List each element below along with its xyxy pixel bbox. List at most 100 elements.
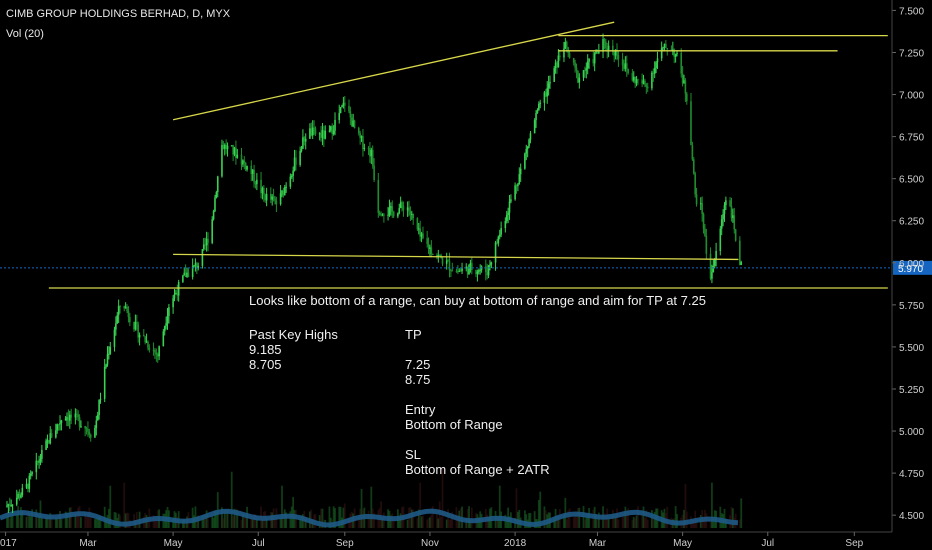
candle-body <box>154 350 156 353</box>
volume-bar <box>369 518 371 528</box>
volume-bar <box>35 509 38 528</box>
candle-body <box>158 346 160 357</box>
candle-body <box>321 130 324 138</box>
candle-body <box>95 420 98 428</box>
volume-bar <box>529 512 532 528</box>
candle-body <box>631 73 634 81</box>
candle-body <box>436 254 438 258</box>
candle-body <box>175 292 177 294</box>
candle-body <box>285 186 287 188</box>
candle-body <box>203 244 205 250</box>
y-tick-label: 7.250 <box>899 48 924 59</box>
candle-body <box>392 211 395 217</box>
candle-body <box>504 221 507 229</box>
candle-body <box>574 62 576 68</box>
volume-bar <box>155 518 158 528</box>
volume-bar <box>17 506 20 528</box>
y-tick-label: 6.250 <box>899 217 924 228</box>
candle-body <box>709 253 712 279</box>
x-tick-label: Jul <box>252 538 265 549</box>
volume-bar <box>236 509 239 528</box>
candle-body <box>584 70 586 72</box>
candle-body <box>193 265 195 267</box>
candle-body <box>74 413 77 418</box>
volume-bar <box>202 515 205 528</box>
candle-body <box>320 133 322 138</box>
candle-body <box>352 120 354 127</box>
candle-body <box>429 247 431 249</box>
volume-bar <box>105 518 107 528</box>
volume-bar <box>279 518 282 528</box>
volume-bar <box>373 513 376 528</box>
candle-body <box>408 207 410 212</box>
candle-body <box>739 240 741 265</box>
candle-body <box>577 70 579 83</box>
candle-body <box>331 126 334 134</box>
volume-bar <box>719 506 722 528</box>
time-axis[interactable]: 2017 Mar May Jul Sep Nov 2018 Mar May Jul Sep <box>0 531 892 549</box>
candle-body <box>448 260 451 271</box>
volume-bar <box>255 518 258 528</box>
volume-bar <box>557 515 560 528</box>
candle-body <box>162 331 165 347</box>
volume-bar <box>505 517 508 528</box>
candle-body <box>290 175 293 177</box>
candle-body <box>311 127 314 136</box>
volume-bar <box>533 511 536 528</box>
candle-body <box>133 322 135 330</box>
sl-value: Bottom of Range + 2ATR <box>405 462 550 477</box>
trendline[interactable] <box>172 21 615 121</box>
volume-bar <box>235 508 237 528</box>
candle-body <box>691 145 694 160</box>
candle-body <box>172 298 174 308</box>
candle-body <box>459 270 462 272</box>
entry-value: Bottom of Range <box>405 417 503 432</box>
volume-bar <box>597 512 600 528</box>
candle-body <box>197 265 200 269</box>
candle-body <box>655 62 657 69</box>
volume-bar <box>543 506 546 528</box>
volume-bar <box>85 516 88 528</box>
candle-body <box>136 321 138 325</box>
candle-body <box>145 341 148 343</box>
candle-body <box>489 264 491 266</box>
candle-body <box>637 79 639 81</box>
candle-body <box>56 424 59 431</box>
volume-bar <box>592 509 595 528</box>
candle-body <box>685 93 688 102</box>
y-tick-label: 5.750 <box>899 301 924 312</box>
candle-body <box>96 415 99 421</box>
candle-body <box>98 399 100 416</box>
volume-bar <box>195 515 198 528</box>
trendline[interactable] <box>173 253 739 261</box>
volume-bar <box>338 506 341 528</box>
key-high-value: 9.185 <box>249 342 282 357</box>
volume-bar <box>243 515 246 528</box>
candle-body <box>124 306 127 309</box>
candle-body <box>692 159 695 174</box>
volume-bar <box>702 519 705 528</box>
candle-body <box>490 262 493 265</box>
candle-body <box>575 67 578 71</box>
volume-bar <box>595 514 597 528</box>
volume-bar <box>225 509 228 528</box>
candle-body <box>332 130 335 134</box>
candle-body <box>646 86 649 89</box>
price-axis[interactable]: 7.500 7.250 7.000 6.750 6.500 6.250 6.000 5.750… <box>891 0 924 532</box>
volume-bar <box>635 515 638 528</box>
candle-body <box>15 497 18 505</box>
volume-bar <box>46 516 49 528</box>
volume-bar <box>223 510 226 528</box>
volume-bar <box>94 519 96 528</box>
volume-bar <box>583 519 586 528</box>
volume-bar <box>623 514 625 528</box>
volume-bar <box>99 516 102 528</box>
volume-bar <box>487 517 490 528</box>
volume-bar <box>334 508 336 528</box>
candle-body <box>25 483 28 488</box>
volume-bar <box>711 482 713 528</box>
volume-bar <box>498 485 501 528</box>
candle-body <box>662 46 664 49</box>
candle-body <box>339 107 342 114</box>
